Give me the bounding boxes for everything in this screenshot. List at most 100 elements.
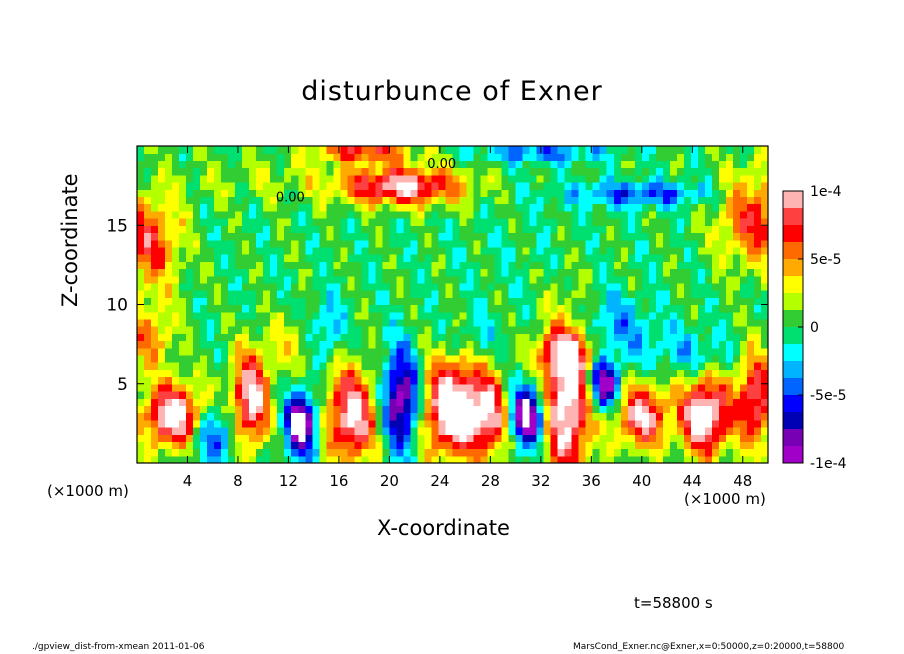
heatmap-cell: [291, 167, 299, 176]
heatmap-cell: [522, 182, 531, 190]
heatmap-cell: [452, 246, 461, 255]
heatmap-cell: [515, 239, 524, 248]
x-tick-label: 20: [380, 472, 399, 490]
heatmap-cell: [522, 311, 531, 320]
heatmap-cell: [592, 218, 601, 226]
heatmap-cell: [270, 225, 278, 234]
heatmap-cell: [613, 426, 622, 435]
heatmap-cell: [466, 182, 475, 190]
heatmap-cell: [515, 390, 524, 399]
heatmap-cell: [361, 160, 369, 169]
heatmap-cell: [529, 297, 538, 306]
heatmap-cell: [270, 354, 278, 363]
heatmap-cell: [221, 203, 229, 212]
heatmap-cell: [473, 412, 482, 421]
heatmap-cell: [683, 232, 692, 241]
heatmap-cell: [291, 146, 299, 154]
heatmap-cell: [480, 261, 489, 270]
heatmap-cell: [473, 160, 482, 169]
heatmap-cell: [431, 203, 440, 212]
heatmap-cell: [613, 347, 622, 356]
heatmap-cell: [620, 203, 629, 212]
heatmap-cell: [732, 261, 741, 270]
heatmap-cell: [564, 311, 573, 320]
heatmap-cell: [382, 275, 390, 284]
heatmap-cell: [396, 434, 405, 442]
heatmap-cell: [417, 239, 426, 248]
heatmap-cell: [564, 441, 573, 450]
heatmap-cell: [445, 254, 454, 262]
heatmap-cell: [151, 203, 159, 212]
heatmap-cell: [368, 290, 376, 298]
heatmap-cell: [214, 290, 222, 298]
heatmap-cell: [501, 376, 510, 385]
heatmap-cell: [333, 232, 341, 241]
heatmap-cell: [368, 146, 376, 154]
heatmap-cell: [557, 318, 566, 327]
heatmap-cell: [200, 290, 208, 298]
heatmap-cell: [214, 268, 222, 277]
x-tick-label: 12: [279, 472, 298, 490]
heatmap-cell: [634, 146, 643, 154]
heatmap-cell: [641, 174, 650, 183]
heatmap-cell: [557, 376, 566, 385]
heatmap-cell: [557, 254, 566, 262]
heatmap-cell: [354, 405, 362, 414]
heatmap-cell: [508, 239, 517, 248]
heatmap-cell: [235, 441, 243, 450]
heatmap-cell: [235, 354, 243, 363]
heatmap-cell: [158, 182, 166, 190]
heatmap-cell: [228, 304, 236, 313]
heatmap-cell: [221, 282, 229, 291]
heatmap-cell: [613, 275, 622, 284]
heatmap-cell: [291, 261, 299, 270]
heatmap-cell: [186, 146, 194, 154]
heatmap-cell: [466, 398, 475, 406]
heatmap-cell: [683, 347, 692, 356]
heatmap-cell: [746, 246, 755, 255]
heatmap-cell: [648, 311, 657, 320]
heatmap-cell: [361, 261, 369, 270]
heatmap-cell: [676, 160, 685, 169]
heatmap-cell: [501, 304, 510, 313]
heatmap-cell: [585, 160, 594, 169]
heatmap-cell: [627, 304, 636, 313]
heatmap-cell: [277, 160, 285, 169]
heatmap-cell: [403, 376, 412, 385]
heatmap-cell: [746, 174, 755, 183]
heatmap-cell: [347, 225, 355, 234]
heatmap-cell: [522, 174, 531, 183]
heatmap-cell: [347, 369, 355, 378]
heatmap-cell: [417, 398, 426, 406]
heatmap-cell: [242, 390, 250, 399]
heatmap-cell: [536, 261, 545, 270]
heatmap-cell: [494, 412, 503, 421]
heatmap-cell: [473, 182, 482, 190]
heatmap-cell: [718, 318, 727, 327]
heatmap-cell: [550, 196, 559, 205]
heatmap-cell: [326, 426, 334, 435]
heatmap-cell: [333, 390, 341, 399]
heatmap-cell: [452, 210, 461, 219]
heatmap-cell: [494, 426, 503, 435]
heatmap-cell: [501, 225, 510, 234]
heatmap-cell: [508, 434, 517, 442]
heatmap-cell: [515, 174, 524, 183]
heatmap-cell: [214, 297, 222, 306]
heatmap-cell: [648, 210, 657, 219]
heatmap-cell: [480, 383, 489, 392]
heatmap-cell: [179, 318, 187, 327]
heatmap-cell: [144, 153, 152, 162]
heatmap-cell: [137, 275, 145, 284]
heatmap-cell: [158, 210, 166, 219]
heatmap-cell: [606, 218, 615, 226]
heatmap-cell: [256, 405, 264, 414]
heatmap-cell: [368, 398, 376, 406]
heatmap-cell: [165, 189, 173, 198]
heatmap-cell: [564, 362, 573, 370]
heatmap-cell: [319, 326, 327, 334]
heatmap-cell: [333, 282, 341, 291]
heatmap-cell: [592, 419, 601, 428]
heatmap-cell: [333, 275, 341, 284]
heatmap-cell: [543, 326, 552, 334]
